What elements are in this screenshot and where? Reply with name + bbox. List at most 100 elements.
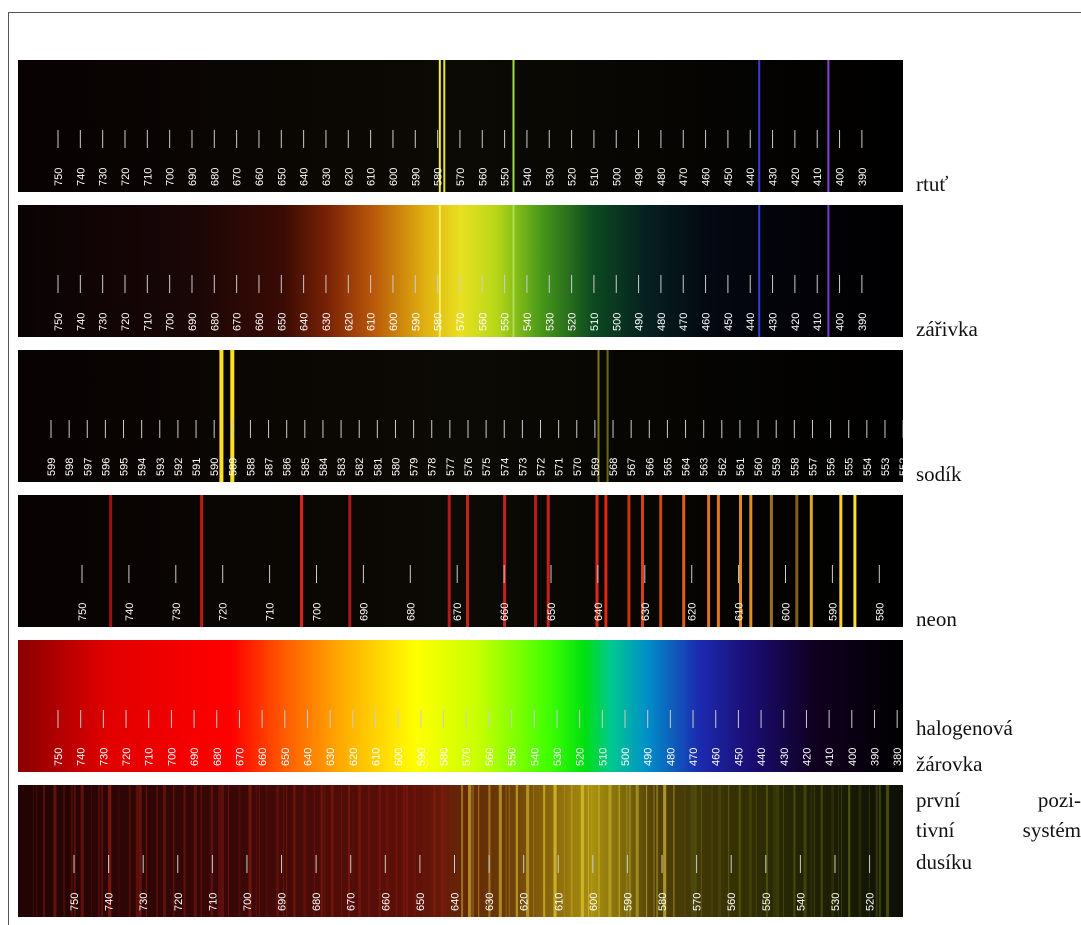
band-structure — [80, 785, 84, 917]
emission-line — [512, 205, 515, 337]
tick-label: 530 — [830, 893, 842, 911]
band-structure — [313, 785, 315, 917]
band-structure — [283, 785, 284, 917]
band-structure — [838, 785, 839, 917]
tick-label: 520 — [567, 313, 579, 331]
label-dusik-line2: tivní systém — [916, 818, 1081, 842]
spectrum-panel-dusik: 750 740 730 720 710 700 690 680 670 660 650 640 630 6… — [18, 785, 903, 917]
emission-line — [512, 60, 515, 192]
spectrum-panel-rtut: 750 740 730 720 710 700 690 680 670 660 650 640 630 6… — [18, 60, 903, 192]
tick-label: 550 — [500, 313, 512, 331]
tick-label: 598 — [64, 458, 76, 476]
spectrum-svg: 599 598 597 596 595 594 593 592 591 590 589 588 587 5… — [18, 350, 903, 482]
tick-label: 680 — [311, 893, 323, 911]
band-structure — [450, 785, 452, 917]
tick-label: 520 — [575, 748, 587, 766]
tick-label: 640 — [302, 748, 314, 766]
band-structure — [608, 785, 612, 917]
tick-label: 500 — [611, 168, 623, 186]
band-structure — [598, 785, 600, 917]
label-dusik-line1: první pozi- — [916, 788, 1081, 812]
band-structure — [200, 785, 202, 917]
tick-label: 580 — [874, 603, 886, 621]
tick-label: 750 — [77, 603, 89, 621]
tick-label: 540 — [522, 313, 534, 331]
emission-line — [682, 495, 686, 627]
tick-label: 570 — [692, 893, 704, 911]
band-structure — [183, 785, 186, 917]
tick-label: 550 — [507, 748, 519, 766]
band-structure — [738, 785, 741, 917]
tick-label: 567 — [626, 458, 638, 476]
emission-line — [595, 495, 599, 627]
tick-label: 680 — [209, 168, 221, 186]
tick-label: 582 — [354, 458, 366, 476]
tick-label: 460 — [701, 168, 713, 186]
tick-label: 470 — [678, 313, 690, 331]
band-structure — [841, 785, 843, 917]
label-zarivka: zářivka — [916, 317, 978, 341]
tick-label: 581 — [372, 458, 384, 476]
emission-line — [230, 350, 235, 482]
tick-label: 558 — [789, 458, 801, 476]
tick-label: 555 — [844, 458, 856, 476]
tick-label: 552 — [898, 458, 903, 476]
tick-label: 730 — [98, 748, 110, 766]
band-structure — [286, 785, 288, 917]
band-structure — [765, 785, 768, 917]
band-structure — [498, 785, 502, 917]
band-structure — [543, 785, 546, 917]
tick-label: 720 — [120, 313, 132, 331]
band-structure — [831, 785, 835, 917]
tick-label: 554 — [862, 458, 874, 476]
tick-label: 620 — [343, 168, 355, 186]
continuum-band — [18, 60, 903, 192]
band-structure — [468, 785, 471, 917]
tick-label: 580 — [439, 748, 451, 766]
band-structure — [238, 785, 241, 917]
band-structure — [773, 785, 776, 917]
tick-label: 660 — [254, 313, 266, 331]
band-structure — [618, 785, 620, 917]
emission-line — [659, 495, 663, 627]
tick-label: 390 — [857, 313, 869, 331]
label-dusik-line3: dusíku — [916, 850, 973, 874]
spectrum-svg: 750 740 730 720 710 700 690 680 670 660 650 640 630 6… — [18, 785, 903, 917]
tick-label: 480 — [665, 748, 677, 766]
band-structure — [440, 785, 444, 917]
tick-label: 560 — [477, 168, 489, 186]
band-structure — [803, 785, 807, 917]
band-structure — [653, 785, 655, 917]
band-structure — [341, 785, 343, 917]
tick-label: 560 — [726, 893, 738, 911]
spectrum-panel-halogen: 750 740 730 720 710 700 690 680 670 660 650 640 630 6… — [18, 640, 903, 772]
tick-label: 400 — [847, 748, 859, 766]
band-structure — [91, 785, 93, 917]
tick-label: 597 — [82, 458, 94, 476]
tick-label: 710 — [142, 168, 154, 186]
band-structure — [258, 785, 260, 917]
tick-label: 650 — [276, 168, 288, 186]
tick-label: 480 — [656, 313, 668, 331]
tick-label: 640 — [299, 313, 311, 331]
spectrum-svg: 750 740 730 720 710 700 690 680 670 660 650 640 630 6… — [18, 205, 903, 337]
band-structure — [403, 785, 405, 917]
tick-label: 720 — [120, 168, 132, 186]
emission-line — [604, 495, 608, 627]
band-structure — [73, 785, 76, 917]
tick-label: 576 — [463, 458, 475, 476]
tick-label: 620 — [687, 603, 699, 621]
tick-label: 590 — [410, 168, 422, 186]
band-structure — [673, 785, 675, 917]
emission-line — [853, 495, 857, 627]
band-structure — [293, 785, 295, 917]
tick-label: 571 — [554, 458, 566, 476]
tick-label: 700 — [165, 313, 177, 331]
emission-line — [438, 205, 441, 337]
band-structure — [163, 785, 166, 917]
emission-line — [443, 60, 446, 192]
band-structure — [646, 785, 648, 917]
band-structure — [183, 785, 186, 917]
tick-label: 620 — [519, 893, 531, 911]
band-structure — [693, 785, 697, 917]
